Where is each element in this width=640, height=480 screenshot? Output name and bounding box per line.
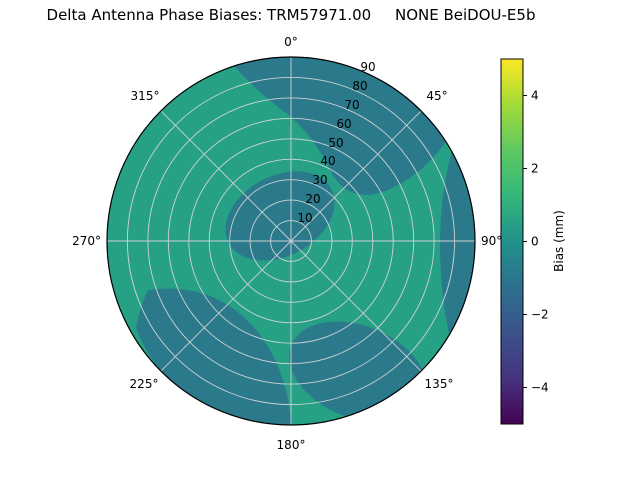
angular-tick-180: 180° bbox=[277, 438, 306, 452]
colorbar-tick-2: 2 bbox=[531, 162, 539, 176]
contour-region-center bbox=[225, 171, 335, 261]
colorbar: 4 2 0 −2 −4 Bias (mm) bbox=[500, 58, 566, 425]
radial-tick-20: 20 bbox=[305, 192, 320, 206]
radial-tick-50: 50 bbox=[328, 136, 343, 150]
radial-tick-30: 30 bbox=[312, 173, 327, 187]
grid-spoke bbox=[160, 110, 292, 242]
colorbar-gradient bbox=[500, 58, 524, 425]
angular-tick-315: 315° bbox=[131, 89, 160, 103]
angular-tick-45: 45° bbox=[426, 89, 447, 103]
colorbar-tick-labels: 4 2 0 −2 −4 bbox=[531, 89, 549, 395]
radial-tick-70: 70 bbox=[344, 98, 359, 112]
colorbar-tick-0: 0 bbox=[531, 235, 539, 249]
radial-tick-40: 40 bbox=[320, 154, 335, 168]
radial-tick-10: 10 bbox=[297, 211, 312, 225]
angular-tick-90: 90° bbox=[481, 234, 502, 248]
angular-tick-labels: 0° 45° 90° 135° 180° 225° 270° 315° bbox=[72, 35, 502, 452]
colorbar-tick-neg2: −2 bbox=[531, 308, 549, 322]
colorbar-label: Bias (mm) bbox=[552, 210, 566, 272]
grid-spoke bbox=[160, 240, 292, 372]
outer-circle bbox=[106, 56, 476, 426]
grid-spoke bbox=[290, 240, 422, 372]
angular-tick-0: 0° bbox=[284, 35, 298, 49]
colorbar-ticks bbox=[523, 95, 527, 388]
radial-tick-80: 80 bbox=[352, 79, 367, 93]
chart-title: Delta Antenna Phase Biases: TRM57971.00 … bbox=[46, 6, 536, 24]
colorbar-tick-4: 4 bbox=[531, 89, 539, 103]
radial-tick-90: 90 bbox=[360, 60, 375, 74]
radial-tick-60: 60 bbox=[336, 117, 351, 131]
angular-tick-270: 270° bbox=[72, 234, 101, 248]
radial-tick-labels: 10 20 30 40 50 60 70 80 90 bbox=[297, 60, 375, 225]
angular-tick-135: 135° bbox=[425, 377, 454, 391]
angular-tick-225: 225° bbox=[130, 377, 159, 391]
grid-spoke bbox=[290, 110, 422, 242]
polar-grid bbox=[107, 57, 475, 425]
colorbar-tick-neg4: −4 bbox=[531, 381, 549, 395]
contour-region-southwest bbox=[136, 288, 292, 425]
